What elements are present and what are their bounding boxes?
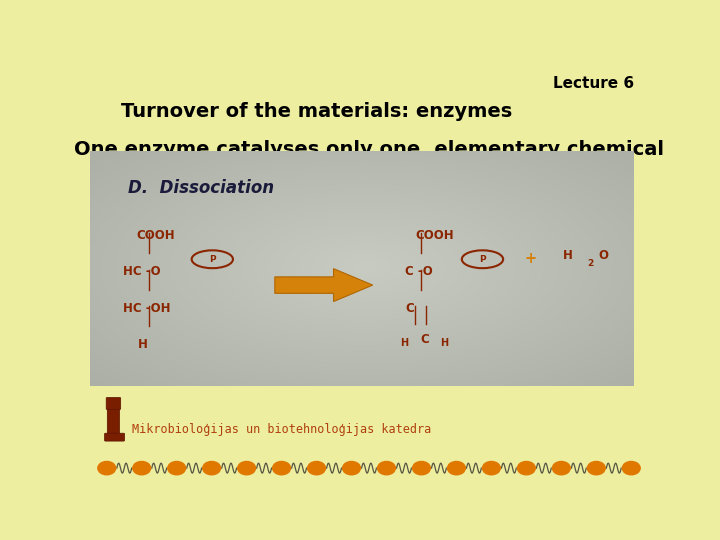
- Circle shape: [238, 462, 256, 475]
- Circle shape: [273, 462, 290, 475]
- Text: C -O: C -O: [405, 265, 433, 278]
- Circle shape: [132, 462, 150, 475]
- Text: D.  Dissociation: D. Dissociation: [128, 179, 274, 198]
- Text: O: O: [598, 249, 608, 262]
- FancyBboxPatch shape: [104, 433, 125, 441]
- Polygon shape: [275, 268, 373, 301]
- Text: P: P: [209, 255, 215, 264]
- Circle shape: [98, 462, 116, 475]
- Text: C: C: [420, 333, 429, 346]
- Text: Lecture 6: Lecture 6: [553, 77, 634, 91]
- Text: 2: 2: [588, 259, 594, 268]
- Text: COOH: COOH: [136, 229, 175, 242]
- Circle shape: [588, 462, 606, 475]
- Text: One enzyme catalyses only one, elementary chemical: One enzyme catalyses only one, elementar…: [74, 140, 664, 159]
- Circle shape: [343, 462, 361, 475]
- Text: P: P: [480, 255, 486, 264]
- Text: +: +: [525, 251, 537, 266]
- Circle shape: [622, 462, 640, 475]
- Text: H: H: [400, 338, 408, 348]
- Text: H: H: [138, 338, 148, 351]
- Circle shape: [482, 462, 500, 475]
- Circle shape: [377, 462, 395, 475]
- Text: Mikrobioloģijas un biotehnoloģijas katedra: Mikrobioloģijas un biotehnoloģijas kated…: [132, 423, 431, 436]
- Circle shape: [552, 462, 570, 475]
- FancyBboxPatch shape: [106, 397, 121, 409]
- FancyBboxPatch shape: [107, 407, 120, 436]
- Text: H: H: [563, 249, 573, 262]
- Circle shape: [203, 462, 220, 475]
- Circle shape: [307, 462, 325, 475]
- Circle shape: [518, 462, 535, 475]
- Circle shape: [168, 462, 186, 475]
- Text: HC -O: HC -O: [122, 265, 161, 278]
- Text: H: H: [441, 338, 449, 348]
- Circle shape: [413, 462, 431, 475]
- Text: HC -OH: HC -OH: [122, 301, 170, 314]
- Text: COOH: COOH: [415, 229, 454, 242]
- Text: Turnover of the materials: enzymes: Turnover of the materials: enzymes: [121, 102, 512, 121]
- Circle shape: [448, 462, 465, 475]
- Text: exchange: exchange: [316, 163, 422, 183]
- Text: C: C: [405, 301, 414, 314]
